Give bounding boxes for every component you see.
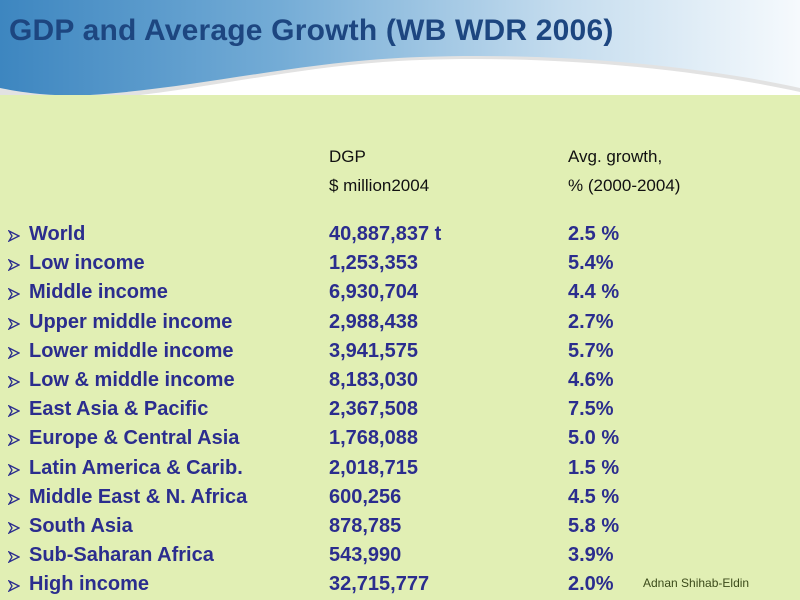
arrowhead-bullet-icon bbox=[8, 492, 20, 505]
row-gdp: 2,018,715 bbox=[329, 456, 418, 479]
row-growth: 7.5% bbox=[568, 398, 614, 421]
arrowhead-bullet-icon bbox=[8, 375, 20, 388]
arrowhead-bullet-icon bbox=[8, 230, 20, 242]
arrowhead-bullet-icon bbox=[8, 405, 20, 418]
row-label: World bbox=[29, 223, 86, 245]
row-label: East Asia & Pacific bbox=[29, 398, 209, 421]
growth-header-line1: Avg. growth, bbox=[568, 147, 663, 166]
table-row: Upper middle income 2,988,438 2.7% bbox=[0, 309, 800, 338]
row-label: Middle income bbox=[29, 281, 168, 304]
row-growth: 4.6% bbox=[568, 368, 614, 391]
row-gdp: 1,253,353 bbox=[329, 252, 418, 275]
arrowhead-bullet-icon bbox=[8, 521, 20, 534]
row-label: South Asia bbox=[29, 514, 133, 537]
row-label: Middle East & N. Africa bbox=[29, 485, 248, 508]
row-growth: 5.7% bbox=[568, 339, 614, 362]
row-growth: 1.5 % bbox=[568, 456, 620, 479]
row-label: High income bbox=[29, 573, 150, 596]
table-row: Europe & Central Asia 1,768,088 5.0 % bbox=[0, 425, 800, 454]
row-gdp: 3,941,575 bbox=[329, 339, 418, 362]
row-gdp: 32,715,777 bbox=[329, 573, 430, 596]
table-row: South Asia 878,785 5.8 % bbox=[0, 513, 800, 542]
row-growth: 3.9% bbox=[568, 544, 614, 567]
row-gdp: 543,990 bbox=[329, 544, 402, 567]
row-gdp: 1,768,088 bbox=[329, 427, 418, 450]
growth-column-header: Avg. growth, % (2000-2004) bbox=[568, 142, 680, 200]
arrowhead-bullet-icon bbox=[8, 580, 20, 593]
table-row: High income 32,715,777 2.0% bbox=[0, 571, 800, 600]
row-gdp: 600,256 bbox=[329, 485, 402, 508]
table-row: Sub-Saharan Africa 543,990 3.9% bbox=[0, 542, 800, 571]
table-row: Low income 1,253,353 5.4% bbox=[0, 250, 800, 279]
arrowhead-bullet-icon bbox=[8, 288, 20, 301]
row-gdp: 878,785 bbox=[329, 514, 402, 537]
growth-header-line2: % (2000-2004) bbox=[568, 176, 681, 195]
table-row: East Asia & Pacific 2,367,508 7.5% bbox=[0, 396, 800, 425]
arrowhead-bullet-icon bbox=[8, 434, 20, 447]
row-label: Europe & Central Asia bbox=[29, 427, 240, 450]
row-growth: 5.0 % bbox=[568, 427, 620, 450]
table-row: Low & middle income 8,183,030 4.6% bbox=[0, 367, 800, 396]
row-gdp: 2,367,508 bbox=[329, 398, 418, 421]
table-row: Middle East & N. Africa 600,256 4.5 % bbox=[0, 484, 800, 513]
header-banner bbox=[0, 0, 800, 100]
gdp-header-line2: $ million2004 bbox=[329, 176, 430, 195]
row-growth: 4.4 % bbox=[568, 281, 620, 304]
row-growth: 4.5 % bbox=[568, 485, 620, 508]
row-growth: 2.7% bbox=[568, 310, 614, 333]
table-row: Latin America & Carib. 2,018,715 1.5 % bbox=[0, 455, 800, 484]
table-row: World 40,887,837 t 2.5 % bbox=[0, 221, 800, 250]
row-growth: 5.4% bbox=[568, 252, 614, 275]
row-label: Low & middle income bbox=[29, 368, 235, 391]
row-label: Lower middle income bbox=[29, 339, 234, 362]
arrowhead-bullet-icon bbox=[8, 346, 20, 359]
row-growth: 2.5 % bbox=[568, 223, 620, 245]
arrowhead-bullet-icon bbox=[8, 259, 20, 272]
arrowhead-bullet-icon bbox=[8, 551, 20, 564]
data-table: World 40,887,837 t 2.5 % Low income 1,25… bbox=[0, 221, 800, 600]
gdp-header-line1: DGP bbox=[329, 147, 366, 166]
row-gdp: 2,988,438 bbox=[329, 310, 418, 333]
table-row: Lower middle income 3,941,575 5.7% bbox=[0, 338, 800, 367]
row-label: Upper middle income bbox=[29, 310, 233, 333]
row-gdp: 40,887,837 t bbox=[329, 223, 442, 245]
row-growth: 5.8 % bbox=[568, 514, 620, 537]
table-row: Middle income 6,930,704 4.4 % bbox=[0, 279, 800, 308]
row-gdp: 8,183,030 bbox=[329, 368, 418, 391]
row-label: Low income bbox=[29, 252, 145, 275]
author-credit: Adnan Shihab-Eldin bbox=[643, 576, 750, 590]
content-panel bbox=[0, 95, 800, 600]
slide-title: GDP and Average Growth (WB WDR 2006) bbox=[9, 14, 614, 47]
row-growth: 2.0% bbox=[568, 573, 614, 596]
gdp-column-header: DGP $ million2004 bbox=[329, 142, 429, 200]
row-label: Latin America & Carib. bbox=[29, 456, 243, 479]
arrowhead-bullet-icon bbox=[8, 317, 20, 330]
row-gdp: 6,930,704 bbox=[329, 281, 418, 304]
row-label: Sub-Saharan Africa bbox=[29, 544, 214, 567]
arrowhead-bullet-icon bbox=[8, 463, 20, 476]
